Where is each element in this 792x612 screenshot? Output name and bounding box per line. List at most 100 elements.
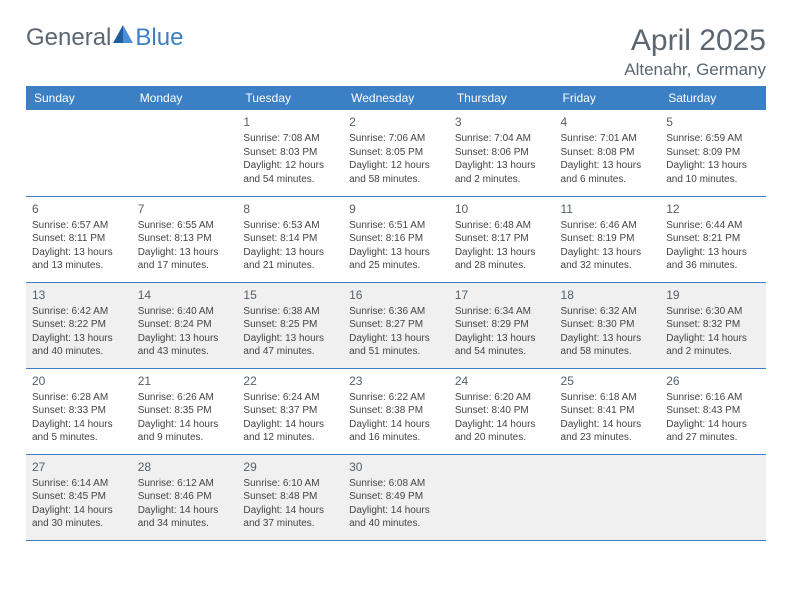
sunset-line: Sunset: 8:13 PM — [138, 232, 232, 246]
calendar-empty-cell — [660, 454, 766, 540]
sunset-line: Sunset: 8:08 PM — [561, 146, 655, 160]
sunrise-line: Sunrise: 7:01 AM — [561, 132, 655, 146]
calendar-day-cell: 4 Sunrise: 7:01 AMSunset: 8:08 PMDaylight… — [555, 110, 661, 196]
daylight-line: Daylight: 13 hours and 32 minutes. — [561, 246, 655, 273]
month-title: April 2025 — [624, 24, 766, 58]
day-number: 19 — [666, 287, 760, 303]
calendar-day-cell: 5Sunrise: 6:59 AMSunset: 8:09 PMDaylight… — [660, 110, 766, 196]
daylight-line: Daylight: 14 hours and 27 minutes. — [666, 418, 760, 445]
sunset-line: Sunset: 8:19 PM — [561, 232, 655, 246]
sunset-line: Sunset: 8:30 PM — [561, 318, 655, 332]
calendar-week-row: 27Sunrise: 6:14 AMSunset: 8:45 PMDayligh… — [26, 454, 766, 540]
sunrise-line: Sunrise: 6:51 AM — [349, 219, 443, 233]
sunrise-line: Sunrise: 6:53 AM — [243, 219, 337, 233]
daylight-line: Daylight: 13 hours and 25 minutes. — [349, 246, 443, 273]
day-header: Monday — [132, 86, 238, 110]
logo-text-general: General — [26, 24, 111, 52]
day-number: 2 — [349, 114, 443, 130]
sunset-line: Sunset: 8:14 PM — [243, 232, 337, 246]
daylight-line: Daylight: 12 hours and 54 minutes. — [243, 159, 337, 186]
sunrise-line: Sunrise: 7:06 AM — [349, 132, 443, 146]
day-number: 3 — [455, 114, 549, 130]
day-number: 12 — [666, 201, 760, 217]
daylight-line: Daylight: 14 hours and 37 minutes. — [243, 504, 337, 531]
sunrise-line: Sunrise: 6:44 AM — [666, 219, 760, 233]
sunrise-line: Sunrise: 6:57 AM — [32, 219, 126, 233]
day-number: 27 — [32, 459, 126, 475]
day-number: 20 — [32, 373, 126, 389]
day-header: Tuesday — [237, 86, 343, 110]
calendar-day-cell: 28Sunrise: 6:12 AMSunset: 8:46 PMDayligh… — [132, 454, 238, 540]
sunset-line: Sunset: 8:35 PM — [138, 404, 232, 418]
calendar-day-cell: 3Sunrise: 7:04 AMSunset: 8:06 PMDaylight… — [449, 110, 555, 196]
calendar-empty-cell — [555, 454, 661, 540]
calendar-day-cell: 25Sunrise: 6:18 AMSunset: 8:41 PMDayligh… — [555, 368, 661, 454]
sunrise-line: Sunrise: 6:40 AM — [138, 305, 232, 319]
daylight-line: Daylight: 14 hours and 30 minutes. — [32, 504, 126, 531]
daylight-line: Daylight: 13 hours and 10 minutes. — [666, 159, 760, 186]
sunset-line: Sunset: 8:17 PM — [455, 232, 549, 246]
sunset-line: Sunset: 8:41 PM — [561, 404, 655, 418]
calendar-day-cell: 2Sunrise: 7:06 AMSunset: 8:05 PMDaylight… — [343, 110, 449, 196]
calendar-week-row: 1Sunrise: 7:08 AMSunset: 8:03 PMDaylight… — [26, 110, 766, 196]
calendar-body: 1Sunrise: 7:08 AMSunset: 8:03 PMDaylight… — [26, 110, 766, 540]
sunset-line: Sunset: 8:46 PM — [138, 490, 232, 504]
day-number: 16 — [349, 287, 443, 303]
day-number: 29 — [243, 459, 337, 475]
daylight-line: Daylight: 13 hours and 13 minutes. — [32, 246, 126, 273]
daylight-line: Daylight: 13 hours and 36 minutes. — [666, 246, 760, 273]
day-number: 23 — [349, 373, 443, 389]
calendar-week-row: 13Sunrise: 6:42 AMSunset: 8:22 PMDayligh… — [26, 282, 766, 368]
daylight-line: Daylight: 13 hours and 54 minutes. — [455, 332, 549, 359]
day-number: 15 — [243, 287, 337, 303]
daylight-line: Daylight: 13 hours and 6 minutes. — [561, 159, 655, 186]
daylight-line: Daylight: 13 hours and 28 minutes. — [455, 246, 549, 273]
sunset-line: Sunset: 8:38 PM — [349, 404, 443, 418]
calendar-day-cell: 22Sunrise: 6:24 AMSunset: 8:37 PMDayligh… — [237, 368, 343, 454]
sunrise-line: Sunrise: 6:46 AM — [561, 219, 655, 233]
calendar-day-cell: 27Sunrise: 6:14 AMSunset: 8:45 PMDayligh… — [26, 454, 132, 540]
day-number: 14 — [138, 287, 232, 303]
day-number: 6 — [32, 201, 126, 217]
sunset-line: Sunset: 8:48 PM — [243, 490, 337, 504]
sunset-line: Sunset: 8:40 PM — [455, 404, 549, 418]
daylight-line: Daylight: 13 hours and 21 minutes. — [243, 246, 337, 273]
sunrise-line: Sunrise: 7:08 AM — [243, 132, 337, 146]
daylight-line: Daylight: 14 hours and 9 minutes. — [138, 418, 232, 445]
sunset-line: Sunset: 8:16 PM — [349, 232, 443, 246]
sunrise-line: Sunrise: 6:24 AM — [243, 391, 337, 405]
calendar-day-cell: 16Sunrise: 6:36 AMSunset: 8:27 PMDayligh… — [343, 282, 449, 368]
calendar-day-cell: 21Sunrise: 6:26 AMSunset: 8:35 PMDayligh… — [132, 368, 238, 454]
sunset-line: Sunset: 8:33 PM — [32, 404, 126, 418]
sunrise-line: Sunrise: 6:42 AM — [32, 305, 126, 319]
day-number: 17 — [455, 287, 549, 303]
sunrise-line: Sunrise: 6:16 AM — [666, 391, 760, 405]
calendar-day-cell: 15Sunrise: 6:38 AMSunset: 8:25 PMDayligh… — [237, 282, 343, 368]
daylight-line: Daylight: 14 hours and 16 minutes. — [349, 418, 443, 445]
calendar-day-cell: 29Sunrise: 6:10 AMSunset: 8:48 PMDayligh… — [237, 454, 343, 540]
logo: General Blue — [26, 24, 183, 52]
sunset-line: Sunset: 8:45 PM — [32, 490, 126, 504]
day-number: 4 — [561, 114, 655, 130]
calendar-day-cell: 11 Sunrise: 6:46 AMSunset: 8:19 PMDayligh… — [555, 196, 661, 282]
day-number: 24 — [455, 373, 549, 389]
sunrise-line: Sunrise: 6:20 AM — [455, 391, 549, 405]
day-number: 8 — [243, 201, 337, 217]
sunset-line: Sunset: 8:27 PM — [349, 318, 443, 332]
calendar-day-cell: 17Sunrise: 6:34 AMSunset: 8:29 PMDayligh… — [449, 282, 555, 368]
daylight-line: Daylight: 14 hours and 23 minutes. — [561, 418, 655, 445]
day-number: 11 — [561, 201, 655, 217]
sunset-line: Sunset: 8:37 PM — [243, 404, 337, 418]
calendar-day-cell: 30Sunrise: 6:08 AMSunset: 8:49 PMDayligh… — [343, 454, 449, 540]
sunset-line: Sunset: 8:09 PM — [666, 146, 760, 160]
daylight-line: Daylight: 14 hours and 5 minutes. — [32, 418, 126, 445]
header: General Blue April 2025 Altenahr, German… — [26, 24, 766, 80]
sunset-line: Sunset: 8:43 PM — [666, 404, 760, 418]
daylight-line: Daylight: 13 hours and 51 minutes. — [349, 332, 443, 359]
sunrise-line: Sunrise: 6:12 AM — [138, 477, 232, 491]
sunset-line: Sunset: 8:21 PM — [666, 232, 760, 246]
day-number: 10 — [455, 201, 549, 217]
day-number: 30 — [349, 459, 443, 475]
title-block: April 2025 Altenahr, Germany — [624, 24, 766, 80]
daylight-line: Daylight: 13 hours and 2 minutes. — [455, 159, 549, 186]
